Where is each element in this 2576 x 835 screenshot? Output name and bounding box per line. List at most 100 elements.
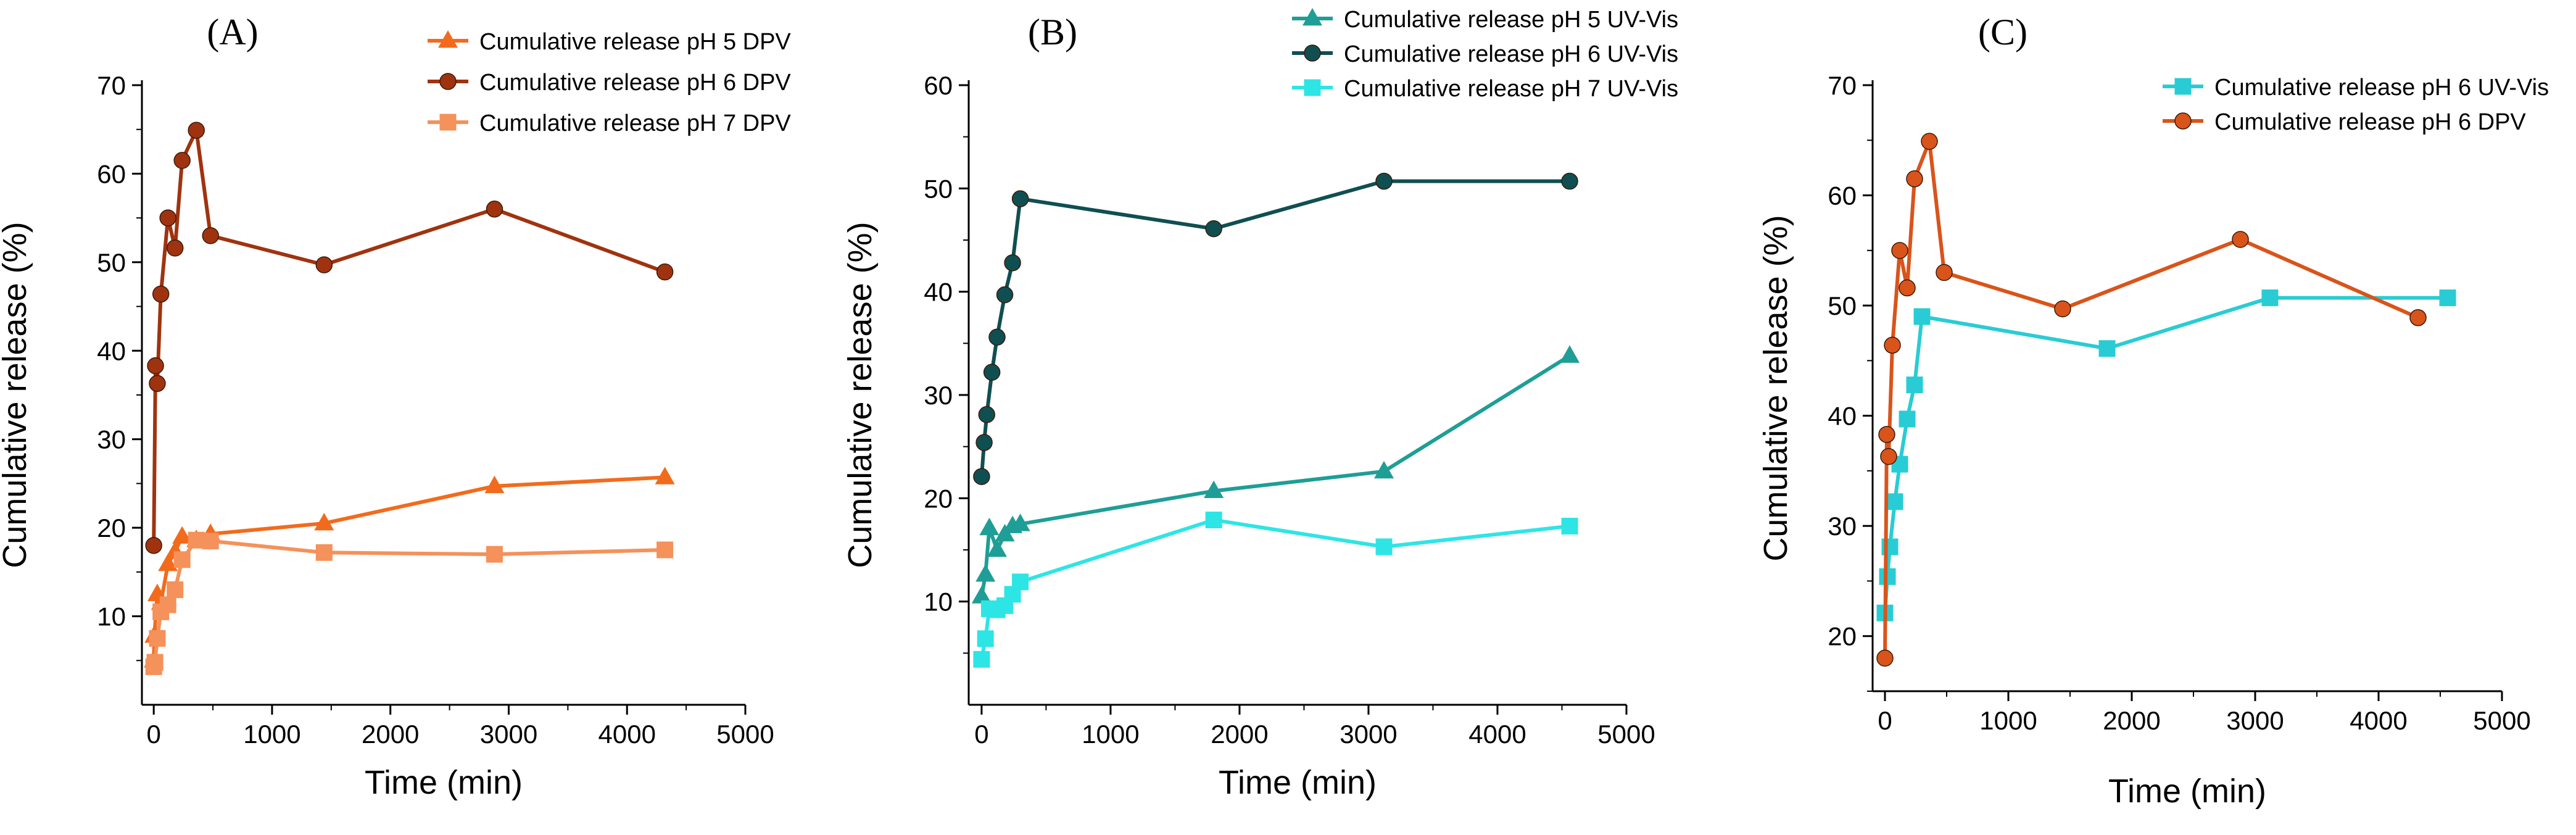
x-tick-label: 0 <box>146 720 160 749</box>
data-point <box>655 467 675 484</box>
data-point <box>145 537 162 554</box>
series-line <box>1883 139 2419 658</box>
data-point <box>173 152 191 169</box>
data-point <box>486 546 503 563</box>
legend-marker <box>1304 79 1321 96</box>
data-point <box>1010 513 1030 531</box>
series-line <box>979 518 1570 660</box>
x-tick-label: 4000 <box>2350 706 2407 735</box>
data-point <box>656 541 674 559</box>
legend-marker <box>2174 112 2192 130</box>
x-tick-label: 0 <box>1878 706 1892 735</box>
legend-label: Cumulative release pH 7 UV-Vis <box>1344 76 1678 102</box>
data-point <box>147 357 164 375</box>
legend-label: Cumulative release pH 7 DPV <box>479 110 791 136</box>
data-point <box>977 630 994 647</box>
data-point <box>988 328 1006 346</box>
data-point <box>996 286 1014 304</box>
data-point <box>973 650 990 668</box>
chart-panel-2: 0 1000 2000 3000 4000 5000 10 20 30 40 50 60 Time (m… <box>842 7 1678 801</box>
x-tick-label: 4000 <box>1468 720 1526 749</box>
series-line <box>152 128 666 546</box>
y-axis-title: Cumulative release (%) <box>1757 215 1794 561</box>
data-point <box>188 531 205 549</box>
data-point <box>1004 254 1021 272</box>
y-tick-label: 50 <box>1828 291 1857 320</box>
x-axis-title: Time (min) <box>365 764 523 801</box>
data-point <box>2439 289 2456 307</box>
y-tick-label: 40 <box>924 278 953 307</box>
y-tick-label: 30 <box>97 425 126 454</box>
data-point <box>1375 538 1393 555</box>
x-tick-label: 3000 <box>480 720 537 749</box>
data-point <box>149 375 166 393</box>
data-point <box>975 434 993 451</box>
series-line <box>979 354 1571 597</box>
x-tick-label: 5000 <box>1597 720 1655 749</box>
data-point <box>159 596 176 613</box>
data-point <box>149 629 166 647</box>
y-tick-label: 30 <box>924 381 953 410</box>
data-point <box>975 564 996 582</box>
data-point <box>1906 376 1923 394</box>
y-axis-title: Cumulative release (%) <box>0 222 33 568</box>
data-point <box>166 239 184 257</box>
legend: Cumulative release pH 6 UV-Vis Cumulative… <box>2163 75 2549 135</box>
data-point <box>1560 345 1580 363</box>
legend-label: Cumulative release pH 6 UV-Vis <box>1344 41 1678 67</box>
data-point <box>484 475 505 494</box>
series-line <box>152 475 665 661</box>
data-point <box>1876 649 1894 667</box>
series-2 <box>1876 133 2427 667</box>
data-point <box>173 551 191 568</box>
data-point <box>983 363 1001 381</box>
y-tick-label: 50 <box>924 174 953 203</box>
y-tick-label: 70 <box>1828 71 1857 100</box>
data-point <box>2261 289 2279 307</box>
data-point <box>1375 172 1393 190</box>
panel-label: (A) <box>207 12 258 52</box>
data-point <box>979 517 1000 536</box>
x-tick-label: 0 <box>974 720 988 749</box>
data-point <box>146 654 164 671</box>
data-point <box>2409 309 2427 326</box>
x-tick-label: 4000 <box>598 720 656 749</box>
data-point <box>315 544 333 561</box>
data-point <box>1921 133 1938 150</box>
data-point <box>315 256 333 273</box>
data-point <box>1880 447 1897 465</box>
legend-label: Cumulative release pH 6 DPV <box>2214 109 2526 135</box>
data-point <box>152 285 170 303</box>
y-tick-label: 50 <box>97 248 126 277</box>
data-point <box>1899 279 1916 297</box>
legend-marker <box>439 73 457 90</box>
series-line <box>152 538 665 668</box>
data-point <box>1374 460 1394 479</box>
data-point <box>158 553 178 571</box>
series-3 <box>145 531 674 675</box>
data-point <box>172 526 193 544</box>
x-tick-label: 1000 <box>243 720 300 749</box>
y-tick-label: 10 <box>97 602 126 631</box>
data-point <box>978 406 996 423</box>
data-point <box>202 227 219 244</box>
y-tick-label: 20 <box>924 484 953 513</box>
chart-panel-1: 0 1000 2000 3000 4000 5000 10 20 30 40 50 60 70 Time … <box>0 12 791 801</box>
data-point <box>314 512 334 531</box>
data-point <box>1906 170 1923 188</box>
y-tick-label: 20 <box>1828 622 1857 651</box>
data-point <box>1913 308 1931 325</box>
y-tick-label: 40 <box>1828 402 1857 431</box>
legend: Cumulative release pH 5 DPV Cumulative re… <box>428 29 791 136</box>
data-point <box>1891 242 1908 259</box>
series-3 <box>973 511 1578 668</box>
y-tick-label: 30 <box>1828 512 1857 541</box>
x-tick-label: 5000 <box>2473 706 2530 735</box>
x-tick-label: 2000 <box>2103 706 2160 735</box>
legend-marker <box>439 114 457 131</box>
legend-marker <box>1304 44 1321 62</box>
data-point <box>188 122 205 139</box>
panel-label: (C) <box>1978 12 2027 52</box>
data-point <box>202 533 219 550</box>
